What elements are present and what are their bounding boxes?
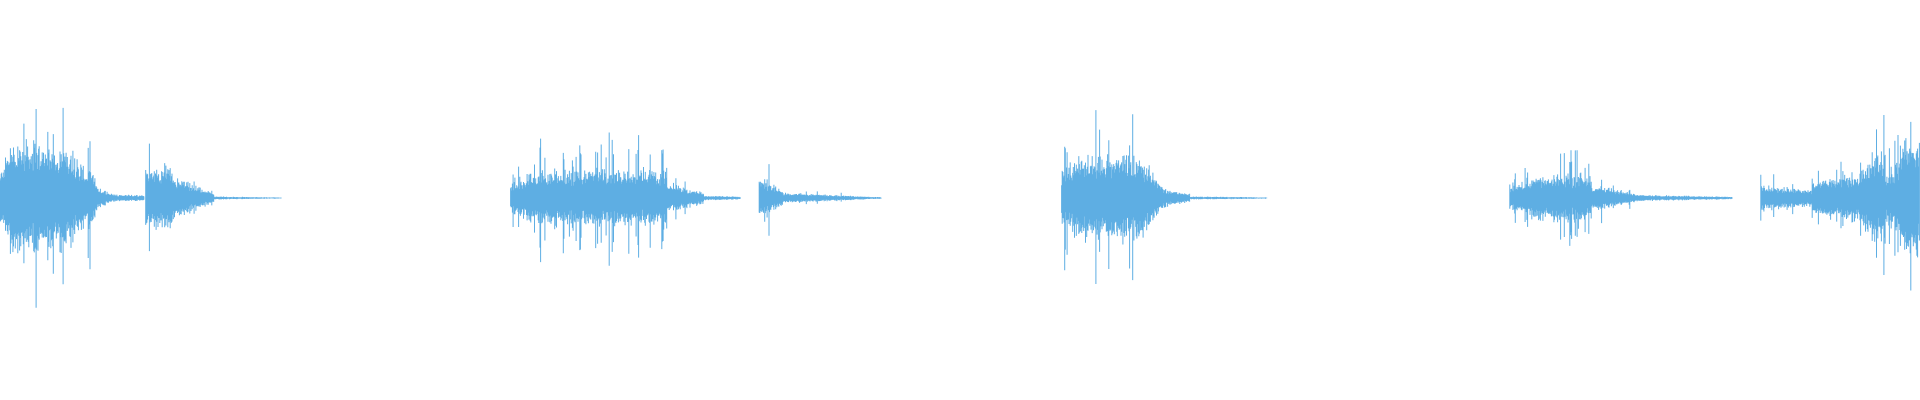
waveform (0, 107, 1920, 308)
